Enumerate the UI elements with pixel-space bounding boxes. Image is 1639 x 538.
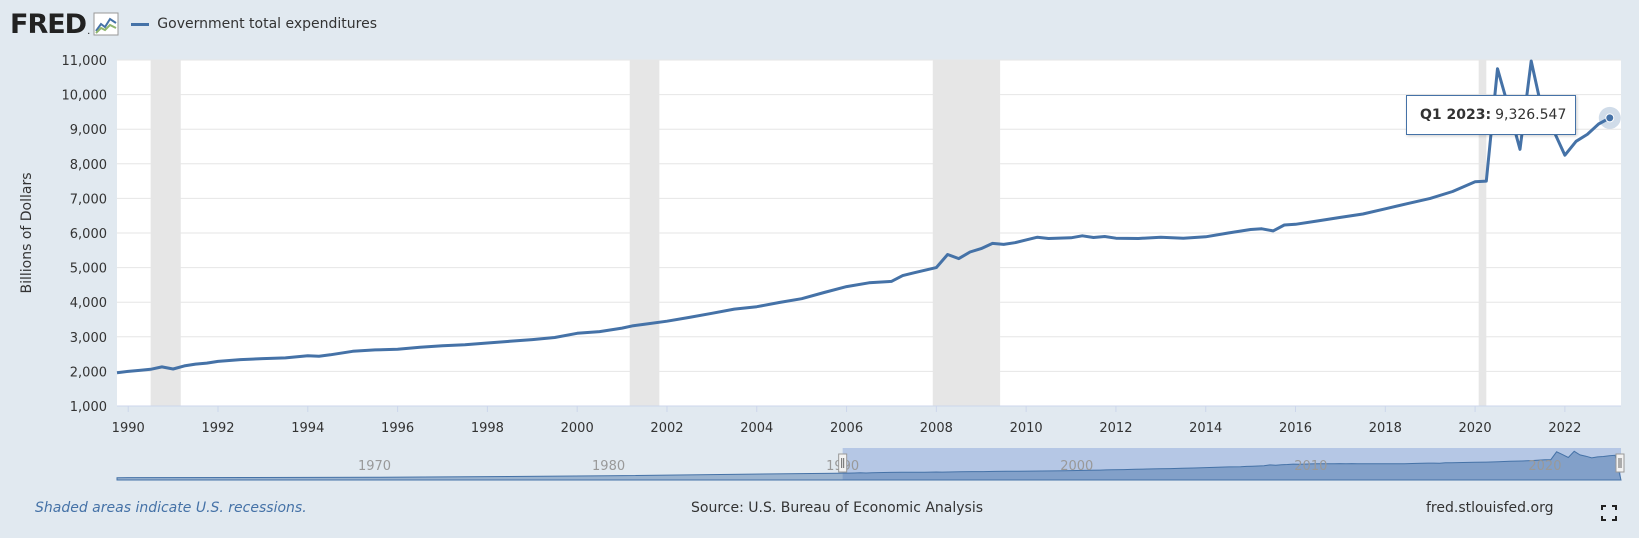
series-line (116, 59, 1611, 375)
x-tick-label: 2000 (561, 421, 594, 436)
x-tick-label: 2004 (740, 421, 773, 436)
fullscreen-icon[interactable] (1601, 505, 1617, 521)
fred-url[interactable]: fred.stlouisfed.org (1426, 500, 1554, 516)
legend[interactable]: Government total expenditures (131, 16, 377, 32)
y-tick-label: 2,000 (70, 365, 107, 380)
y-tick-label: 1,000 (70, 400, 107, 415)
y-tick-label: 10,000 (62, 89, 108, 104)
chart-header: FRED . Government total expenditures (10, 8, 377, 40)
x-tick-label: 2006 (830, 421, 863, 436)
x-tick-label: 2010 (1010, 421, 1043, 436)
x-tick-label: 2022 (1548, 421, 1581, 436)
x-tick-label: 2016 (1279, 421, 1312, 436)
y-tick-label: 4,000 (70, 296, 107, 311)
x-tick-label: 2014 (1189, 421, 1222, 436)
source-credit: Source: U.S. Bureau of Economic Analysis (691, 500, 984, 516)
x-tick-label: 1998 (471, 421, 504, 436)
data-tooltip: Q1 2023: 9,326.547 (1406, 95, 1576, 135)
navigator-tick-label: 2010 (1294, 459, 1327, 474)
x-tick-label: 2002 (650, 421, 683, 436)
navigator-tick-label: 2020 (1528, 459, 1561, 474)
x-tick-label: 1994 (291, 421, 324, 436)
y-axis-title: Billions of Dollars (19, 172, 35, 293)
x-tick-label: 2012 (1099, 421, 1132, 436)
y-tick-label: 3,000 (70, 331, 107, 346)
y-tick-label: 6,000 (70, 227, 107, 242)
navigator-handle[interactable] (838, 453, 848, 473)
tooltip-label: Q1 2023: (1420, 107, 1492, 123)
y-tick-label: 9,000 (70, 123, 107, 138)
x-tick-label: 1990 (112, 421, 145, 436)
navigator-series (116, 450, 1622, 481)
fred-logo[interactable]: FRED (10, 8, 87, 40)
y-tick-label: 8,000 (70, 158, 107, 173)
x-tick-label: 1992 (201, 421, 234, 436)
recession-note: Shaded areas indicate U.S. recessions. (35, 500, 307, 516)
x-tick-label: 1996 (381, 421, 414, 436)
navigator-tick-label: 1980 (592, 459, 625, 474)
hover-point (1605, 113, 1615, 123)
tooltip-value: 9,326.547 (1495, 107, 1567, 123)
x-tick-label: 2008 (920, 421, 953, 436)
navigator-selected-range (842, 448, 1621, 480)
navigator-tick-label: 1970 (358, 459, 391, 474)
x-tick-label: 2020 (1459, 421, 1492, 436)
navigator-tick-label: 2000 (1060, 459, 1093, 474)
y-tick-label: 7,000 (70, 192, 107, 207)
y-tick-label: 11,000 (62, 54, 108, 69)
fred-graph-icon[interactable] (93, 12, 119, 36)
navigator-handle[interactable] (1615, 453, 1625, 473)
legend-swatch (131, 22, 150, 26)
x-tick-label: 2018 (1369, 421, 1402, 436)
legend-label: Government total expenditures (157, 16, 378, 32)
y-tick-label: 5,000 (70, 262, 107, 277)
fred-logo-registered-mark: . (87, 25, 91, 37)
